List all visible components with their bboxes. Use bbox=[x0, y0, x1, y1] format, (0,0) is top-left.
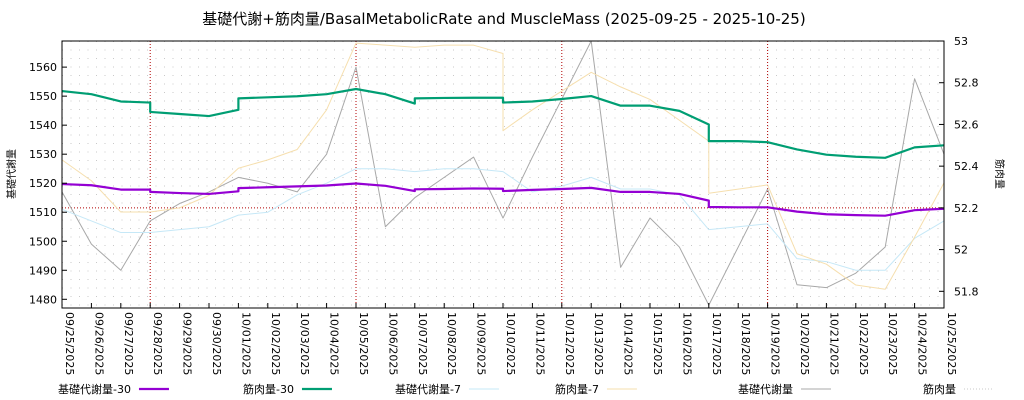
legend-label-1: 筋肉量-30 bbox=[243, 382, 294, 396]
y-right-tick-label: 52.8 bbox=[954, 77, 979, 90]
x-tick-label: 09/25/2025 bbox=[63, 312, 76, 375]
y-left-tick-label: 1540 bbox=[29, 119, 57, 132]
x-tick-label: 10/20/2025 bbox=[798, 312, 811, 375]
legend-label-0: 基礎代謝量-30 bbox=[58, 382, 131, 396]
x-tick-label: 10/09/2025 bbox=[475, 312, 488, 375]
y-left-tick-label: 1530 bbox=[29, 148, 57, 161]
legend-label-3: 筋肉量-7 bbox=[555, 382, 599, 396]
y-axis-left: 1480 1490 1500 1510 1520 1530 1540 1550 1560 bbox=[29, 61, 67, 306]
x-tick-label: 10/24/2025 bbox=[916, 312, 929, 375]
x-tick-label: 10/23/2025 bbox=[886, 312, 899, 375]
y-axis-left-title: 基礎代謝量 bbox=[5, 149, 18, 199]
x-tick-label: 10/05/2025 bbox=[357, 312, 370, 375]
x-tick-label: 10/17/2025 bbox=[710, 312, 723, 375]
series-line-3 bbox=[61, 42, 945, 290]
legend: 基礎代謝量-30 筋肉量-30 基礎代謝量-7 筋肉量-7 基礎代謝量 筋肉量 bbox=[58, 382, 994, 396]
x-tick-label: 10/04/2025 bbox=[328, 312, 341, 375]
x-tick-label: 09/29/2025 bbox=[181, 312, 194, 375]
x-tick-label: 10/06/2025 bbox=[386, 312, 399, 375]
legend-label-2: 基礎代謝量-7 bbox=[395, 382, 461, 396]
series-line-0 bbox=[61, 182, 945, 217]
x-tick-label: 10/03/2025 bbox=[298, 312, 311, 375]
x-tick-label: 09/30/2025 bbox=[210, 312, 223, 375]
x-tick-label: 10/22/2025 bbox=[857, 312, 870, 375]
legend-label-4: 基礎代謝量 bbox=[738, 382, 793, 396]
y-left-tick-label: 1490 bbox=[29, 264, 57, 277]
y-left-tick-label: 1550 bbox=[29, 90, 57, 103]
series-line-2 bbox=[61, 168, 945, 271]
series-line-4 bbox=[61, 40, 945, 306]
y-left-tick-label: 1560 bbox=[29, 61, 57, 74]
y-right-tick-label: 52.6 bbox=[954, 118, 979, 131]
x-tick-label: 10/19/2025 bbox=[769, 312, 782, 375]
y-left-tick-label: 1500 bbox=[29, 235, 57, 248]
x-tick-label: 10/16/2025 bbox=[680, 312, 693, 375]
x-axis: 09/25/2025 09/26/2025 09/27/2025 09/28/2025… bbox=[61, 303, 958, 375]
legend-label-5: 筋肉量 bbox=[923, 382, 956, 396]
y-right-tick-label: 51.8 bbox=[954, 285, 979, 298]
week-separator-lines bbox=[149, 41, 769, 308]
chart-title: 基礎代謝+筋肉量/BasalMetabolicRate and MuscleMa… bbox=[202, 10, 805, 28]
x-tick-label: 10/13/2025 bbox=[592, 312, 605, 375]
x-tick-label: 10/14/2025 bbox=[622, 312, 635, 375]
y-right-tick-label: 52 bbox=[954, 244, 968, 257]
y-left-tick-label: 1510 bbox=[29, 206, 57, 219]
series-layer bbox=[61, 40, 945, 306]
x-tick-label: 10/18/2025 bbox=[739, 312, 752, 375]
x-tick-label: 10/01/2025 bbox=[239, 312, 252, 375]
y-right-tick-label: 52.4 bbox=[954, 160, 979, 173]
x-tick-label: 10/21/2025 bbox=[827, 312, 840, 375]
y-left-tick-label: 1520 bbox=[29, 177, 57, 190]
x-tick-label: 10/15/2025 bbox=[651, 312, 664, 375]
x-tick-label: 10/07/2025 bbox=[416, 312, 429, 375]
y-axis-right-title: 筋肉量 bbox=[993, 159, 1006, 189]
y-right-tick-label: 53 bbox=[954, 35, 968, 48]
x-tick-label: 10/02/2025 bbox=[269, 312, 282, 375]
x-tick-label: 10/08/2025 bbox=[445, 312, 458, 375]
x-tick-label: 10/10/2025 bbox=[504, 312, 517, 375]
x-tick-label: 09/28/2025 bbox=[151, 312, 164, 375]
x-tick-label: 09/26/2025 bbox=[92, 312, 105, 375]
y-right-tick-label: 52.2 bbox=[954, 202, 979, 215]
y-axis-right: 51.8 52 52.2 52.4 52.6 52.8 53 bbox=[939, 35, 979, 298]
y-left-tick-label: 1480 bbox=[29, 293, 57, 306]
x-tick-label: 09/27/2025 bbox=[122, 312, 135, 375]
x-tick-label: 10/11/2025 bbox=[533, 312, 546, 375]
x-tick-label: 10/12/2025 bbox=[563, 312, 576, 375]
x-tick-label: 10/25/2025 bbox=[945, 312, 958, 375]
series-line-1 bbox=[61, 87, 945, 159]
